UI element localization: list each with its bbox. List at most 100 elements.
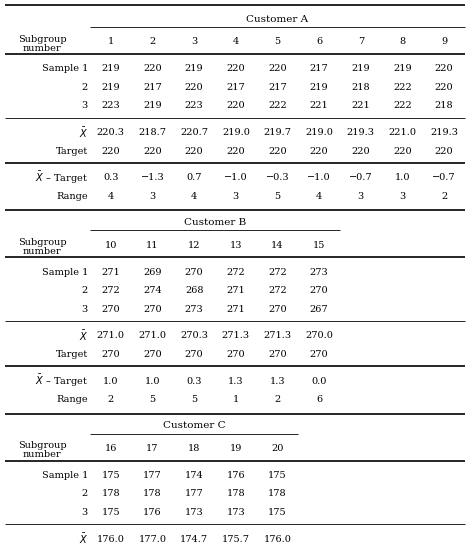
Text: 5: 5	[149, 395, 156, 404]
Text: 2: 2	[82, 286, 88, 295]
Text: 1.3: 1.3	[228, 377, 243, 386]
Text: 175: 175	[102, 508, 120, 517]
Text: 175.7: 175.7	[222, 535, 250, 544]
Text: Range: Range	[56, 192, 88, 201]
Text: 222: 222	[393, 101, 412, 110]
Text: number: number	[23, 247, 61, 256]
Text: 176.0: 176.0	[264, 535, 291, 544]
Text: 20: 20	[271, 444, 284, 453]
Text: 271.3: 271.3	[264, 331, 291, 341]
Text: 220: 220	[227, 101, 245, 110]
Text: 3: 3	[358, 192, 364, 201]
Text: 178: 178	[268, 489, 287, 499]
Text: 217: 217	[227, 83, 245, 92]
Text: 272: 272	[227, 268, 245, 277]
Text: 9: 9	[441, 37, 447, 46]
Text: 271: 271	[227, 305, 245, 313]
Text: 177.0: 177.0	[139, 535, 166, 544]
Text: 3: 3	[149, 192, 156, 201]
Text: 174: 174	[185, 471, 204, 480]
Text: 270: 270	[185, 268, 204, 277]
Text: 1.0: 1.0	[103, 377, 118, 386]
Text: 268: 268	[185, 286, 204, 295]
Text: 4: 4	[108, 192, 114, 201]
Text: 178: 178	[143, 489, 162, 499]
Text: 176.0: 176.0	[97, 535, 125, 544]
Text: 19: 19	[230, 444, 242, 453]
Text: 219: 219	[102, 83, 120, 92]
Text: 220: 220	[268, 147, 287, 156]
Text: 219.7: 219.7	[264, 128, 291, 137]
Text: Sample 1: Sample 1	[42, 471, 88, 480]
Text: 218: 218	[352, 83, 370, 92]
Text: 270: 270	[143, 305, 162, 313]
Text: 0.0: 0.0	[312, 377, 327, 386]
Text: 273: 273	[185, 305, 204, 313]
Text: 269: 269	[143, 268, 162, 277]
Text: 220: 220	[143, 64, 162, 73]
Text: 2: 2	[108, 395, 114, 404]
Text: 220: 220	[143, 147, 162, 156]
Text: 220: 220	[435, 147, 454, 156]
Text: 218: 218	[435, 101, 454, 110]
Text: 11: 11	[146, 240, 159, 250]
Text: −0.3: −0.3	[266, 173, 290, 183]
Text: 271.0: 271.0	[97, 331, 125, 341]
Text: $\bar{X}$ – Target: $\bar{X}$ – Target	[35, 170, 88, 186]
Text: 177: 177	[143, 471, 162, 480]
Text: 5: 5	[274, 192, 281, 201]
Text: 1: 1	[233, 395, 239, 404]
Text: 16: 16	[105, 444, 117, 453]
Text: 1: 1	[108, 37, 114, 46]
Text: 220: 220	[227, 147, 245, 156]
Text: 220: 220	[185, 147, 204, 156]
Text: 219: 219	[352, 64, 370, 73]
Text: 220.3: 220.3	[97, 128, 125, 137]
Text: 270: 270	[310, 350, 329, 359]
Text: Range: Range	[56, 395, 88, 404]
Text: 0.3: 0.3	[103, 173, 118, 183]
Text: 223: 223	[102, 101, 120, 110]
Text: 220: 220	[435, 83, 454, 92]
Text: 2: 2	[82, 83, 88, 92]
Text: 2: 2	[441, 192, 447, 201]
Text: −1.0: −1.0	[307, 173, 331, 183]
Text: 220.7: 220.7	[180, 128, 208, 137]
Text: 3: 3	[82, 508, 88, 517]
Text: 7: 7	[358, 37, 364, 46]
Text: Subgroup: Subgroup	[18, 34, 66, 44]
Text: 219: 219	[102, 64, 120, 73]
Text: 220: 220	[352, 147, 370, 156]
Text: 272: 272	[268, 268, 287, 277]
Text: 3: 3	[82, 305, 88, 313]
Text: 4: 4	[316, 192, 322, 201]
Text: 2: 2	[274, 395, 281, 404]
Text: 221.0: 221.0	[389, 128, 416, 137]
Text: 219: 219	[393, 64, 412, 73]
Text: 5: 5	[191, 395, 197, 404]
Text: 270: 270	[310, 286, 329, 295]
Text: 6: 6	[316, 395, 322, 404]
Text: 270: 270	[227, 350, 245, 359]
Text: 176: 176	[227, 471, 245, 480]
Text: 3: 3	[191, 37, 197, 46]
Text: $\bar{X}$: $\bar{X}$	[78, 329, 88, 343]
Text: 217: 217	[310, 64, 329, 73]
Text: 177: 177	[185, 489, 204, 499]
Text: 270.3: 270.3	[180, 331, 208, 341]
Text: 270: 270	[268, 350, 287, 359]
Text: 220: 220	[102, 147, 120, 156]
Text: $\bar{X}$: $\bar{X}$	[78, 532, 88, 545]
Text: −0.7: −0.7	[349, 173, 373, 183]
Text: 274: 274	[143, 286, 162, 295]
Text: 4: 4	[233, 37, 239, 46]
Text: Subgroup: Subgroup	[18, 441, 66, 450]
Text: 271.3: 271.3	[222, 331, 250, 341]
Text: 272: 272	[268, 286, 287, 295]
Text: 8: 8	[400, 37, 406, 46]
Text: $\bar{X}$: $\bar{X}$	[78, 125, 88, 140]
Text: 220: 220	[310, 147, 329, 156]
Text: Sample 1: Sample 1	[42, 64, 88, 73]
Text: 270: 270	[102, 350, 120, 359]
Text: 15: 15	[313, 240, 325, 250]
